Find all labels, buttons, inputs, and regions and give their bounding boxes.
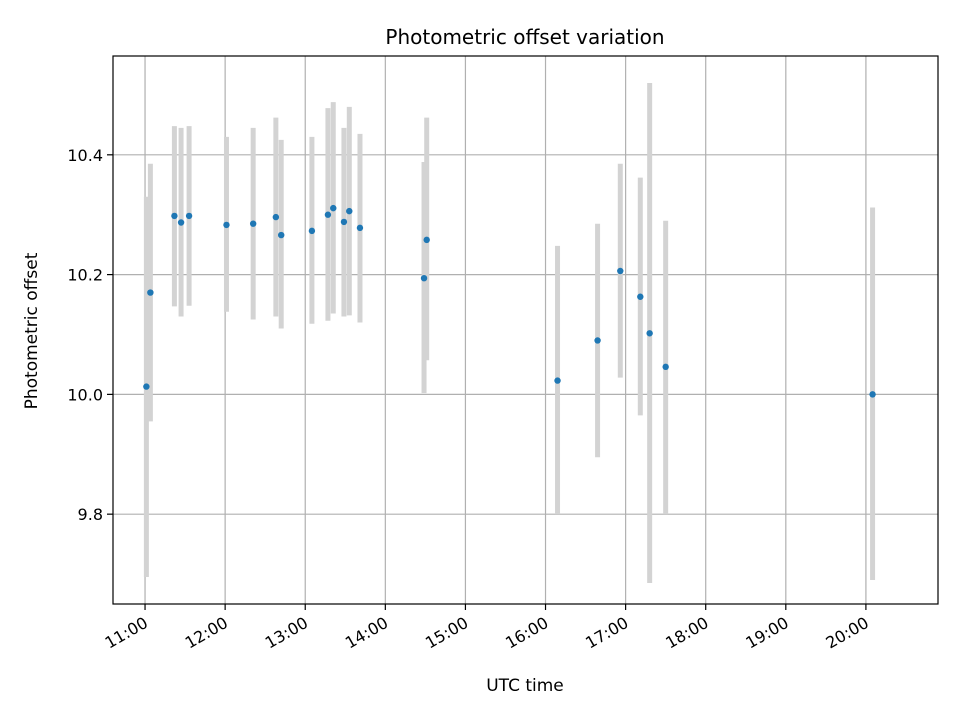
data-point bbox=[662, 363, 669, 371]
data-point bbox=[272, 213, 280, 221]
data-point bbox=[177, 219, 185, 226]
data-point bbox=[346, 207, 353, 215]
y-tick-label: 10.2 bbox=[67, 266, 103, 285]
data-point bbox=[646, 330, 653, 337]
data-point bbox=[637, 293, 644, 300]
data-points bbox=[143, 204, 876, 398]
data-point bbox=[330, 204, 337, 212]
data-point bbox=[308, 227, 316, 235]
data-point bbox=[617, 267, 624, 275]
data-point bbox=[143, 383, 150, 390]
data-point bbox=[171, 212, 178, 220]
grid-lines bbox=[113, 56, 938, 604]
data-point bbox=[223, 221, 230, 229]
data-point bbox=[249, 220, 257, 227]
data-point bbox=[869, 391, 876, 398]
data-point bbox=[594, 337, 601, 344]
data-point bbox=[147, 289, 154, 296]
data-point bbox=[420, 274, 428, 282]
y-axis-ticks: 9.8 10.0 10.2 10.4 bbox=[67, 146, 113, 524]
data-point bbox=[356, 224, 364, 232]
data-point bbox=[423, 236, 430, 244]
data-point bbox=[324, 211, 332, 218]
x-axis-label: UTC time bbox=[486, 676, 564, 696]
data-point bbox=[554, 377, 561, 384]
data-point bbox=[278, 231, 285, 239]
plot-area-frame bbox=[112, 55, 939, 605]
chart-title: Photometric offset variation bbox=[385, 25, 664, 49]
y-tick-label: 10.0 bbox=[67, 385, 103, 404]
data-point bbox=[185, 212, 193, 220]
data-point bbox=[340, 218, 348, 226]
y-tick-label: 10.4 bbox=[67, 146, 103, 165]
y-axis-label: Photometric offset bbox=[22, 252, 42, 409]
y-tick-label: 9.8 bbox=[78, 505, 103, 524]
